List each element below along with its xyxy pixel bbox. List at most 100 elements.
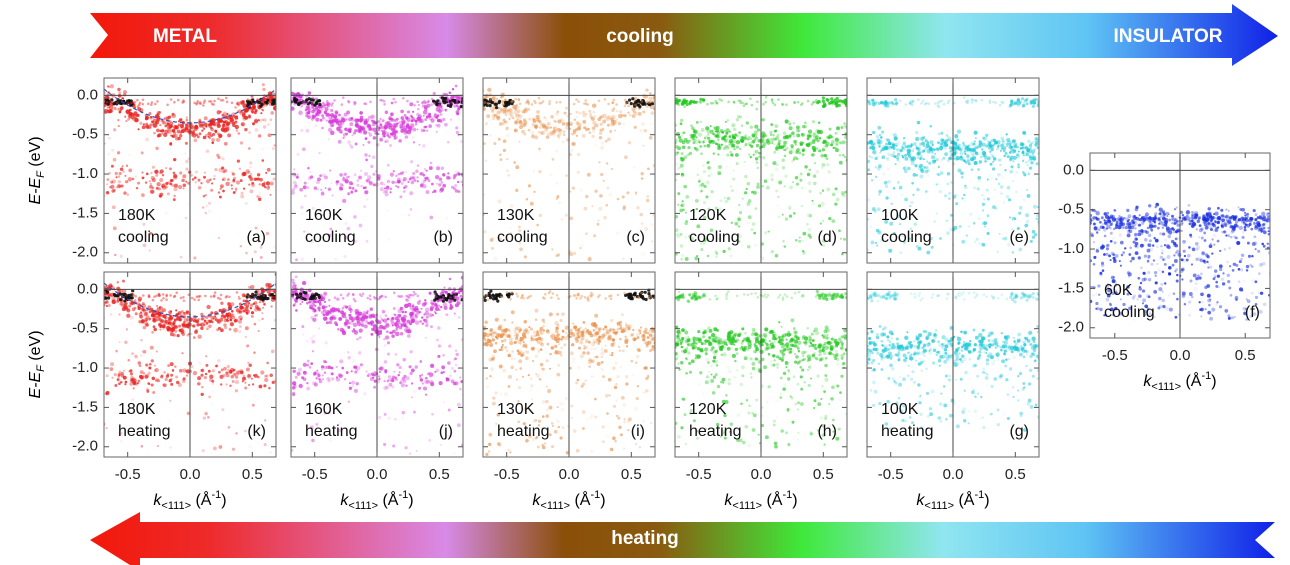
intensity-dot xyxy=(811,200,813,202)
intensity-dot xyxy=(366,198,369,201)
intensity-dot xyxy=(164,185,167,188)
intensity-dot xyxy=(181,101,184,104)
intensity-dot xyxy=(944,152,948,156)
intensity-dot xyxy=(173,198,176,201)
intensity-dot xyxy=(184,231,187,234)
temperature: 180K xyxy=(118,401,156,418)
intensity-dot xyxy=(442,173,445,176)
intensity-dot xyxy=(1036,162,1039,165)
intensity-dot xyxy=(928,147,931,150)
intensity-dot xyxy=(213,317,215,319)
intensity-dot xyxy=(885,196,888,199)
intensity-dot xyxy=(402,97,405,100)
intensity-dot xyxy=(426,117,428,119)
intensity-dot xyxy=(233,191,236,194)
intensity-dot xyxy=(731,222,733,224)
intensity-dot xyxy=(154,103,157,106)
intensity-dot xyxy=(175,291,178,294)
intensity-dot xyxy=(582,134,586,138)
intensity-dot xyxy=(746,121,749,124)
intensity-dot xyxy=(896,158,899,161)
intensity-dot xyxy=(243,294,246,297)
intensity-dot xyxy=(178,185,182,189)
intensity-dot xyxy=(341,103,344,106)
intensity-dot xyxy=(421,102,424,105)
intensity-dot xyxy=(648,97,652,101)
x-tick-label: -0.5 xyxy=(115,466,141,483)
intensity-dot xyxy=(266,287,268,289)
intensity-dot xyxy=(558,201,561,204)
intensity-dot xyxy=(143,326,147,330)
intensity-dot xyxy=(127,118,130,121)
intensity-dot xyxy=(677,104,680,107)
intensity-dot xyxy=(555,101,558,104)
intensity-dot xyxy=(424,179,426,181)
intensity-dot xyxy=(808,142,812,146)
intensity-dot xyxy=(383,170,385,172)
intensity-dot xyxy=(814,162,816,164)
intensity-dot xyxy=(708,174,711,177)
intensity-dot xyxy=(394,181,397,184)
intensity-dot xyxy=(457,291,460,294)
intensity-dot xyxy=(808,181,812,185)
intensity-dot xyxy=(562,122,566,126)
intensity-dot xyxy=(258,192,262,196)
intensity-dot xyxy=(752,222,756,226)
intensity-dot xyxy=(1036,217,1039,220)
intensity-dot xyxy=(946,139,948,141)
intensity-dot xyxy=(173,195,176,198)
intensity-dot xyxy=(894,98,897,101)
intensity-dot xyxy=(142,177,145,180)
intensity-dot xyxy=(577,100,580,103)
intensity-dot xyxy=(390,188,392,190)
intensity-dot xyxy=(230,317,232,319)
intensity-dot xyxy=(707,166,711,170)
intensity-dot xyxy=(209,179,211,181)
intensity-dot xyxy=(211,320,213,322)
intensity-dot xyxy=(382,119,385,122)
intensity-dot xyxy=(181,129,185,133)
intensity-dot xyxy=(493,257,497,261)
intensity-dot xyxy=(796,133,800,137)
intensity-dot xyxy=(121,184,124,187)
intensity-dot xyxy=(605,140,608,143)
intensity-dot xyxy=(306,129,310,133)
intensity-dot xyxy=(563,112,566,115)
intensity-dot xyxy=(298,111,302,115)
intensity-dot xyxy=(817,139,820,142)
intensity-dot xyxy=(383,338,385,340)
intensity-dot xyxy=(757,128,760,131)
intensity-dot xyxy=(974,131,978,135)
intensity-dot xyxy=(360,170,362,172)
intensity-dot xyxy=(592,130,595,133)
intensity-dot xyxy=(195,170,198,173)
intensity-dot xyxy=(142,99,145,102)
intensity-dot xyxy=(822,220,825,223)
intensity-dot xyxy=(526,99,529,102)
intensity-dot xyxy=(363,187,366,190)
intensity-dot xyxy=(591,135,594,138)
intensity-dot xyxy=(736,146,739,149)
intensity-dot xyxy=(904,178,906,180)
intensity-dot xyxy=(623,122,625,124)
intensity-dot xyxy=(364,324,368,328)
intensity-dot xyxy=(165,298,168,301)
intensity-dot xyxy=(609,130,612,133)
intensity-dot xyxy=(968,225,971,228)
intensity-dot xyxy=(450,101,453,104)
intensity-dot xyxy=(717,171,721,175)
intensity-dot xyxy=(585,195,588,198)
intensity-dot xyxy=(815,170,819,174)
intensity-dot xyxy=(461,101,464,104)
intensity-dot xyxy=(182,174,186,178)
intensity-dot xyxy=(647,167,650,170)
intensity-dot xyxy=(915,137,919,141)
intensity-dot xyxy=(387,164,390,167)
intensity-dot xyxy=(204,295,207,298)
intensity-dot xyxy=(1022,131,1026,135)
intensity-dot xyxy=(118,313,120,315)
intensity-dot xyxy=(793,156,797,160)
intensity-dot xyxy=(1012,160,1014,162)
intensity-dot xyxy=(177,124,179,126)
intensity-dot xyxy=(1017,163,1019,165)
